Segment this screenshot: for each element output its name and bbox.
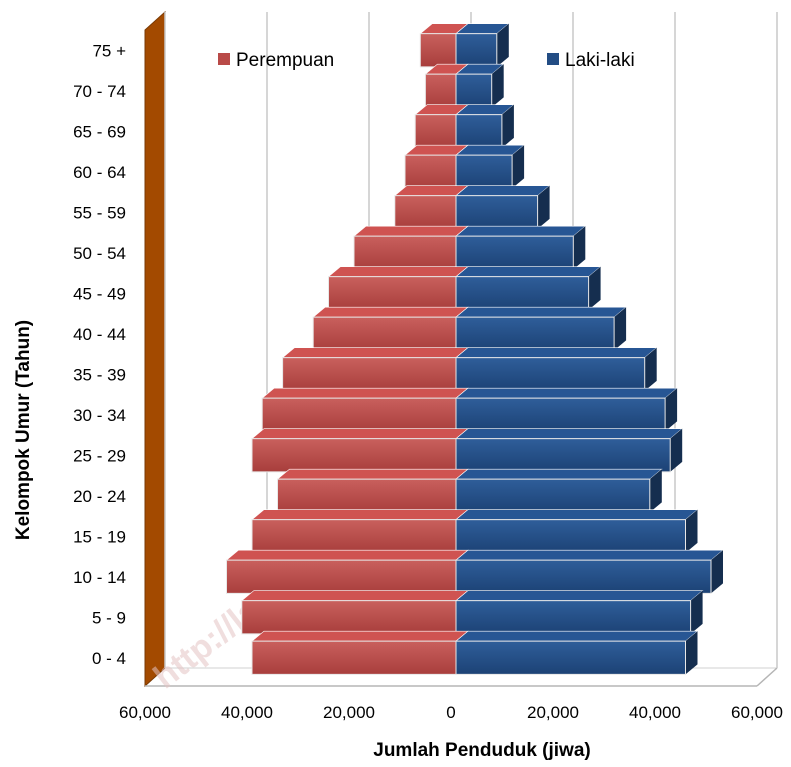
bar-laki-laki xyxy=(455,23,510,68)
legend-swatch-perempuan xyxy=(218,53,230,65)
legend-item-laki-laki: Laki-laki xyxy=(547,50,635,71)
bar-laki-laki xyxy=(455,144,525,189)
y-tick-label: 5 - 9 xyxy=(92,608,126,627)
y-tick-label: 55 - 59 xyxy=(73,203,126,222)
y-tick-label: 50 - 54 xyxy=(73,244,126,263)
y-tick-label: 15 - 19 xyxy=(73,527,126,546)
bar-perempuan xyxy=(327,266,469,311)
bar-laki-laki xyxy=(455,549,724,594)
floor-right-edge xyxy=(756,667,778,687)
bar-perempuan xyxy=(281,347,469,392)
bar-laki-laki xyxy=(455,225,587,270)
x-tick-label: 40,000 xyxy=(221,703,273,722)
y-tick-label: 40 - 44 xyxy=(73,325,126,344)
bar-perempuan xyxy=(353,225,469,270)
x-axis-title: Jumlah Penduduk (jiwa) xyxy=(373,740,590,761)
y-axis-ticks: 75 + 70 - 74 65 - 69 60 - 64 55 - 59 50 - 54 4… xyxy=(73,41,126,668)
y-tick-label: 30 - 34 xyxy=(73,406,126,425)
x-tick-label: 20,000 xyxy=(323,703,375,722)
bar-perempuan xyxy=(251,630,469,675)
bar-perempuan xyxy=(312,306,469,351)
y-tick-label: 60 - 64 xyxy=(73,163,126,182)
bar-perempuan xyxy=(225,549,469,594)
bar-laki-laki xyxy=(455,104,515,149)
bar-laki-laki xyxy=(455,185,551,230)
y-tick-label: 35 - 39 xyxy=(73,365,126,384)
y-tick-label: 25 - 29 xyxy=(73,446,126,465)
x-axis-ticks: 60,000 40,000 20,000 0 20,000 40,000 60,000 xyxy=(119,703,783,722)
bar-laki-laki xyxy=(455,347,658,392)
bar-perempuan xyxy=(251,509,469,554)
legend-label-laki-laki: Laki-laki xyxy=(565,50,635,71)
bar-laki-laki xyxy=(455,590,704,635)
bar-perempuan xyxy=(251,428,469,473)
bar-laki-laki xyxy=(455,63,505,108)
bar-laki-laki xyxy=(455,266,602,311)
bar-perempuan xyxy=(240,590,469,635)
x-tick-label: 20,000 xyxy=(527,703,579,722)
y-tick-label: 0 - 4 xyxy=(92,649,126,668)
bars xyxy=(225,23,724,675)
x-tick-label: 60,000 xyxy=(119,703,171,722)
bar-perempuan xyxy=(261,387,469,432)
bar-laki-laki xyxy=(455,468,663,513)
bar-perempuan xyxy=(393,185,469,230)
bar-perempuan xyxy=(404,144,469,189)
y-tick-label: 20 - 24 xyxy=(73,487,126,506)
bar-laki-laki xyxy=(455,509,699,554)
bar-laki-laki xyxy=(455,306,627,351)
legend: Perempuan Laki-laki xyxy=(218,50,635,71)
legend-swatch-laki-laki xyxy=(547,53,559,65)
legend-label-perempuan: Perempuan xyxy=(236,50,334,71)
bar-perempuan xyxy=(276,468,469,513)
side-wall xyxy=(144,10,166,688)
bar-laki-laki xyxy=(455,387,678,432)
bar-perempuan xyxy=(419,23,469,68)
y-tick-label: 75 + xyxy=(92,41,126,60)
y-tick-label: 70 - 74 xyxy=(73,82,126,101)
bar-perempuan xyxy=(424,63,469,108)
x-tick-label: 40,000 xyxy=(629,703,681,722)
y-tick-label: 65 - 69 xyxy=(73,122,126,141)
y-tick-label: 45 - 49 xyxy=(73,284,126,303)
y-axis-title: Kelompok Umur (Tahun) xyxy=(13,320,34,540)
x-tick-label: 0 xyxy=(446,703,455,722)
legend-item-perempuan: Perempuan xyxy=(218,50,334,71)
y-tick-label: 10 - 14 xyxy=(73,568,126,587)
x-tick-label: 60,000 xyxy=(731,703,783,722)
bar-laki-laki xyxy=(455,630,699,675)
bar-laki-laki xyxy=(455,428,684,473)
